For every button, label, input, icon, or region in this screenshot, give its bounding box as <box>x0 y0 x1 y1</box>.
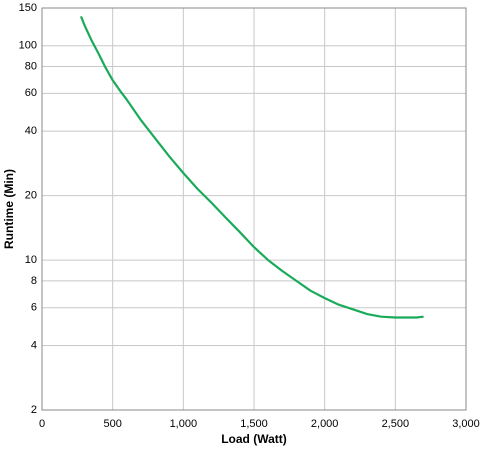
y-tick-label: 8 <box>31 275 37 287</box>
x-tick-label: 0 <box>39 418 45 430</box>
y-tick-label: 150 <box>19 2 37 14</box>
y-tick-label: 4 <box>31 339 37 351</box>
x-tick-label: 3,000 <box>452 418 480 430</box>
y-axis-title: Runtime (Min) <box>2 169 16 249</box>
x-tick-label: 2,500 <box>382 418 410 430</box>
runtime-line <box>79 15 424 319</box>
y-tick-label: 10 <box>25 254 37 266</box>
x-tick-label: 1,000 <box>170 418 198 430</box>
y-tick-label: 80 <box>25 60 37 72</box>
y-tick-label: 60 <box>25 87 37 99</box>
plot-border <box>41 7 467 411</box>
x-tick-label: 2,000 <box>311 418 339 430</box>
y-tick-label: 100 <box>19 40 37 52</box>
y-tick-label: 6 <box>31 302 37 314</box>
x-tick-label: 500 <box>103 418 121 430</box>
y-tick-label: 2 <box>31 404 37 416</box>
y-tick-label: 40 <box>25 125 37 137</box>
y-tick-label: 20 <box>25 190 37 202</box>
x-axis-title: Load (Watt) <box>221 432 287 446</box>
x-tick-label: 1,500 <box>240 418 268 430</box>
